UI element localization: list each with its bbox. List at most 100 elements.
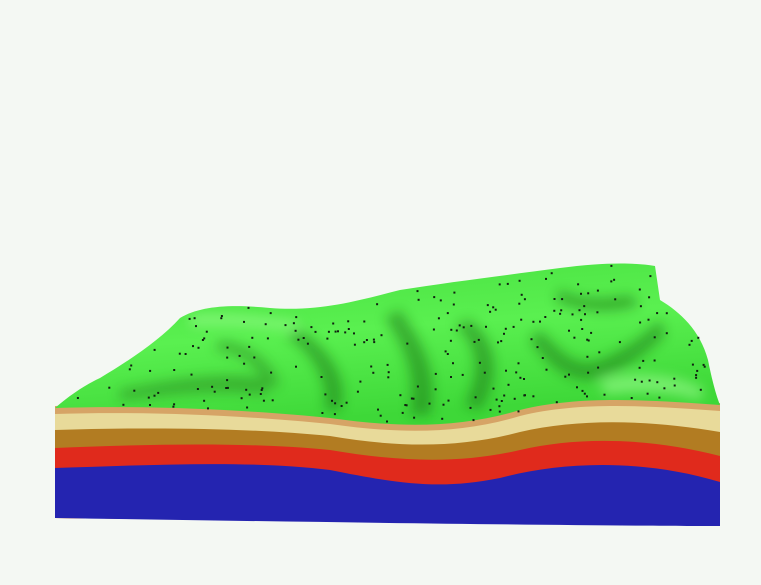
sample-point [295, 316, 297, 318]
sample-point [133, 390, 135, 392]
sample-point [406, 404, 408, 406]
sample-point [149, 404, 151, 406]
sample-point [453, 292, 455, 294]
sample-point [501, 400, 503, 402]
sample-point [248, 346, 250, 348]
sample-point [413, 398, 415, 400]
sample-point [226, 379, 228, 381]
sample-point [328, 331, 330, 333]
sample-point [417, 386, 419, 388]
sample-point [581, 328, 583, 330]
sample-point [519, 377, 521, 379]
sample-point [479, 362, 481, 364]
sample-point [206, 331, 208, 333]
sample-point [520, 319, 522, 321]
sample-point [334, 413, 336, 415]
sample-point [387, 376, 389, 378]
sample-point [366, 339, 368, 341]
sample-point [497, 341, 499, 343]
sample-point [370, 366, 372, 368]
sample-point [429, 403, 431, 405]
sample-point [445, 350, 447, 352]
sample-point [696, 370, 698, 372]
sample-point [515, 371, 517, 373]
sample-point [656, 381, 658, 383]
sample-point [590, 332, 592, 334]
sample-point [220, 317, 222, 319]
sample-point [532, 321, 534, 323]
sample-point [648, 319, 650, 321]
sample-point [613, 279, 615, 281]
sample-point [475, 396, 477, 398]
sample-point [642, 360, 644, 362]
sample-point [402, 412, 404, 414]
sample-point [447, 353, 449, 355]
sample-point [243, 321, 245, 323]
sample-point [485, 326, 487, 328]
sample-point [154, 395, 156, 397]
sample-point [227, 387, 229, 389]
sample-point [435, 388, 437, 390]
sample-point [246, 407, 248, 409]
sample-point [582, 390, 584, 392]
sample-point [321, 412, 323, 414]
sample-point [692, 364, 694, 366]
sample-point [493, 388, 495, 390]
sample-point [556, 401, 558, 403]
sample-point [388, 371, 390, 373]
sample-point [568, 330, 570, 332]
sample-point [263, 400, 265, 402]
sample-point [531, 338, 533, 340]
sample-point [580, 293, 582, 295]
sample-point [503, 333, 505, 335]
sample-point [331, 400, 333, 402]
sample-point [539, 321, 541, 323]
sample-point [656, 312, 658, 314]
sample-point [691, 340, 693, 342]
sample-point [560, 309, 562, 311]
sample-point [332, 323, 334, 325]
sample-point [239, 355, 241, 357]
sample-point [456, 330, 458, 332]
sample-point [211, 386, 213, 388]
sample-point [344, 331, 346, 333]
sample-point [654, 360, 656, 362]
sample-point [639, 322, 641, 324]
sample-point [674, 385, 676, 387]
sample-point [518, 362, 520, 364]
sample-point [310, 326, 312, 328]
sample-point [293, 322, 295, 324]
sample-point [372, 372, 374, 374]
sample-point [573, 337, 575, 339]
sample-point [447, 312, 449, 314]
sample-point [335, 331, 337, 333]
sample-point [295, 366, 297, 368]
sample-point [248, 307, 250, 309]
sample-point [604, 394, 606, 396]
sample-point [487, 304, 489, 306]
sample-point [440, 299, 442, 301]
sample-point [542, 357, 544, 359]
sample-point [597, 290, 599, 292]
sample-point [654, 336, 656, 338]
sample-point [577, 283, 579, 285]
sample-point [584, 393, 586, 395]
sample-point [639, 367, 641, 369]
sample-point [568, 374, 570, 376]
sample-point [214, 391, 216, 393]
sample-point [357, 391, 359, 393]
sample-point [473, 419, 475, 421]
sample-point [207, 407, 209, 409]
sample-point [376, 303, 378, 305]
sample-point [363, 341, 365, 343]
sample-point [450, 376, 452, 378]
sample-point [154, 349, 156, 351]
sample-point [387, 364, 389, 366]
sample-point [194, 317, 196, 319]
sample-point [173, 369, 175, 371]
sample-point [584, 313, 586, 315]
sample-point [130, 365, 132, 367]
sample-point [363, 321, 365, 323]
sample-point [413, 417, 415, 419]
sample-point [433, 296, 435, 298]
